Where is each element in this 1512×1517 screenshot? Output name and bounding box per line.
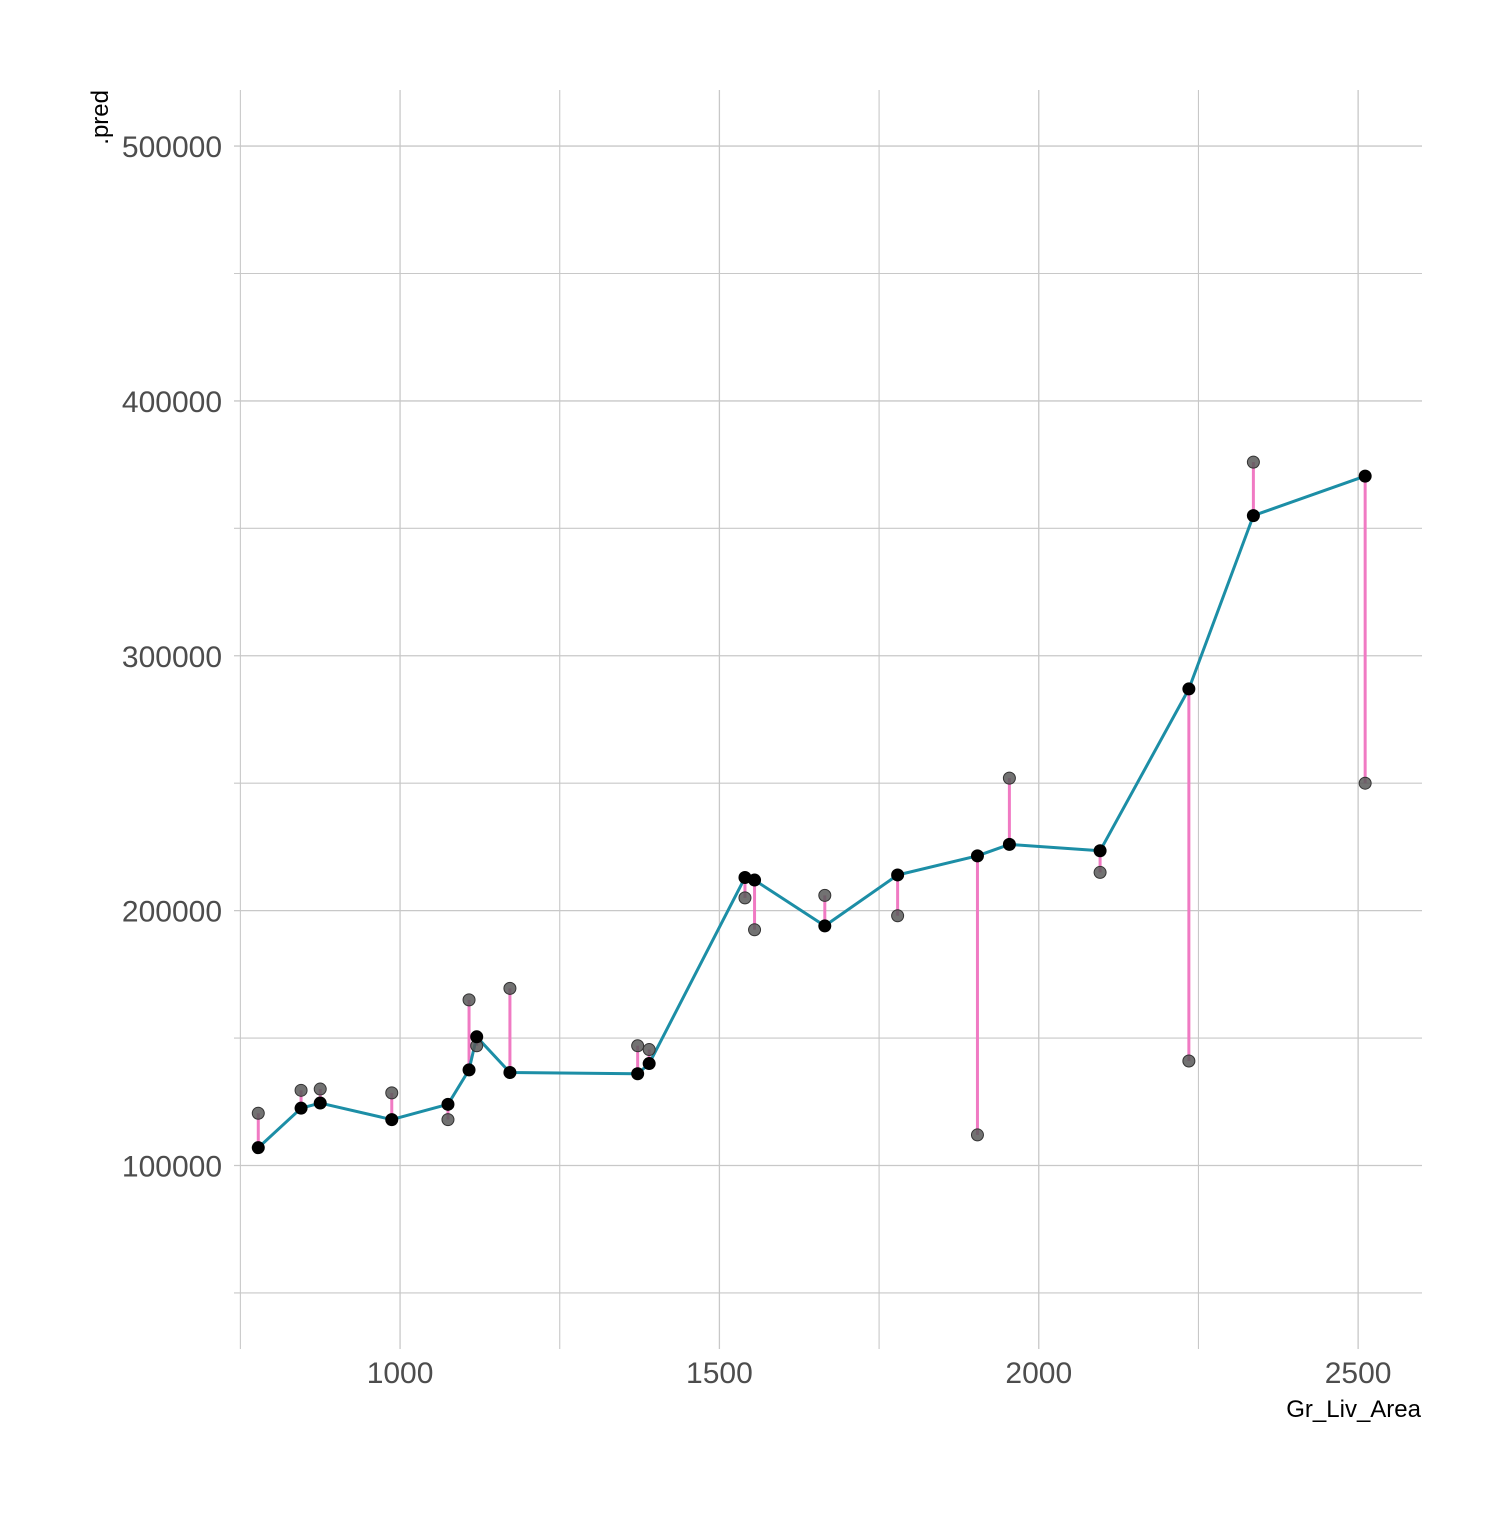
observed-point — [313, 1082, 327, 1096]
observed-point — [631, 1039, 645, 1053]
predicted-point — [441, 1097, 455, 1111]
y-tick-label: 400000 — [122, 386, 222, 419]
observed-point — [738, 891, 752, 905]
observed-point — [294, 1083, 308, 1097]
x-tick-labels: 1000 1500 2000 2500 — [367, 1357, 1392, 1390]
y-tick-label: 300000 — [122, 641, 222, 674]
predicted-point — [462, 1063, 476, 1077]
residual-segments — [256, 462, 1367, 1148]
observed-point — [503, 981, 517, 995]
observed-point — [1002, 771, 1016, 785]
observed-point — [891, 909, 905, 923]
x-tick-label: 1000 — [367, 1357, 434, 1390]
x-tick-label: 2500 — [1325, 1357, 1392, 1390]
predicted-point — [1182, 682, 1196, 696]
predicted-points — [251, 469, 1372, 1155]
prediction-line-group — [257, 474, 1366, 1149]
y-axis-title: .pred — [87, 90, 114, 145]
x-tick-label: 1500 — [686, 1357, 753, 1390]
x-tick-label: 2000 — [1005, 1357, 1072, 1390]
predicted-point — [470, 1030, 484, 1044]
predicted-point — [1093, 844, 1107, 858]
predicted-point — [631, 1067, 645, 1081]
observed-point — [462, 993, 476, 1007]
predicted-point — [642, 1057, 656, 1071]
predicted-point — [1246, 509, 1260, 523]
predicted-point — [1358, 469, 1372, 483]
minor-gridlines — [234, 90, 1422, 1349]
y-tick-labels: 100000 200000 300000 400000 500000 — [122, 131, 222, 1183]
predicted-point — [385, 1113, 399, 1127]
observed-point — [1358, 776, 1372, 790]
observed-point — [1182, 1054, 1196, 1068]
predicted-point — [970, 849, 984, 863]
observed-points — [251, 455, 1372, 1142]
predicted-point — [1002, 837, 1016, 851]
observed-point — [970, 1128, 984, 1142]
observed-point — [441, 1113, 455, 1127]
y-tick-label: 100000 — [122, 1151, 222, 1184]
predicted-point — [313, 1096, 327, 1110]
observed-point — [1093, 865, 1107, 879]
major-gridlines — [234, 90, 1422, 1349]
observed-point — [1246, 455, 1260, 469]
observed-point — [748, 923, 762, 937]
predicted-point — [503, 1065, 517, 1079]
y-tick-label: 500000 — [122, 131, 222, 164]
predicted-point — [818, 919, 832, 933]
observed-point — [818, 888, 832, 902]
x-axis-title: Gr_Liv_Area — [1286, 1396, 1421, 1423]
observed-point — [251, 1106, 265, 1120]
prediction-line — [257, 474, 1366, 1149]
predicted-point — [748, 873, 762, 887]
observed-point — [385, 1086, 399, 1100]
predicted-point — [294, 1101, 308, 1115]
predicted-point — [251, 1141, 265, 1155]
observed-point — [642, 1043, 656, 1057]
y-tick-label: 200000 — [122, 896, 222, 929]
predicted-point — [891, 868, 905, 882]
